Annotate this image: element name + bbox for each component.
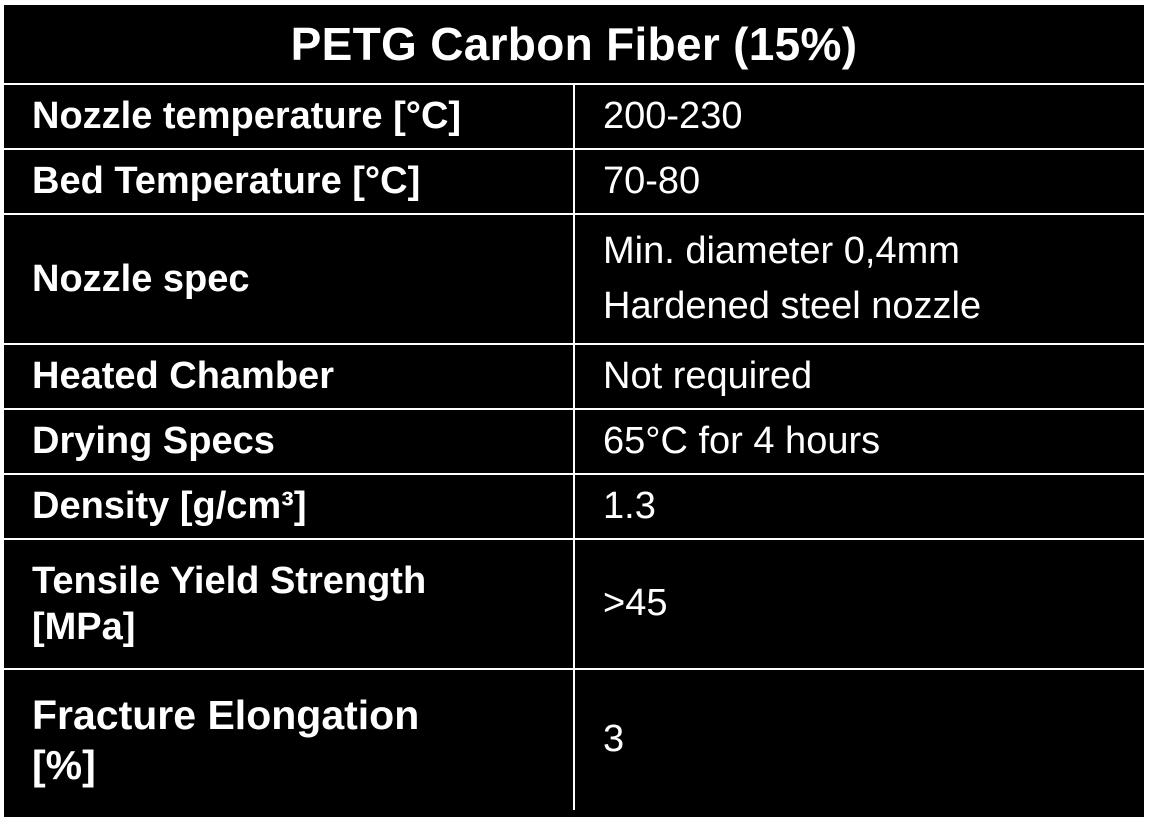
- row-label: Drying Specs: [4, 408, 575, 475]
- table-row: Heated Chamber Not required: [4, 343, 1144, 410]
- row-value: 70-80: [573, 148, 1144, 215]
- row-label: Heated Chamber: [4, 343, 575, 410]
- table-row: Drying Specs 65°C for 4 hours: [4, 408, 1144, 475]
- spec-table: PETG Carbon Fiber (15%) Nozzle temperatu…: [4, 5, 1144, 810]
- row-value: 65°C for 4 hours: [573, 408, 1144, 475]
- row-value: Min. diameter 0,4mm Hardened steel nozzl…: [573, 213, 1144, 345]
- table-header-row: PETG Carbon Fiber (15%): [4, 5, 1144, 85]
- row-value: 1.3: [573, 473, 1144, 540]
- spec-sheet: PETG Carbon Fiber (15%) Nozzle temperatu…: [4, 5, 1144, 817]
- row-label: Nozzle spec: [4, 213, 575, 345]
- row-label: Tensile Yield Strength [MPa]: [4, 538, 575, 670]
- table-row: Nozzle spec Min. diameter 0,4mm Hardened…: [4, 213, 1144, 345]
- table-row: Fracture Elongation [%] 3: [4, 668, 1144, 810]
- table-row: Bed Temperature [°C] 70-80: [4, 148, 1144, 215]
- row-label: Nozzle temperature [°C]: [4, 83, 575, 150]
- row-label: Bed Temperature [°C]: [4, 148, 575, 215]
- row-value: >45: [573, 538, 1144, 670]
- row-value: 200-230: [573, 83, 1144, 150]
- table-row: Density [g/cm³] 1.3: [4, 473, 1144, 540]
- table-title: PETG Carbon Fiber (15%): [4, 5, 1144, 85]
- row-label: Fracture Elongation [%]: [4, 668, 575, 810]
- row-value: Not required: [573, 343, 1144, 410]
- table-row: Nozzle temperature [°C] 200-230: [4, 83, 1144, 150]
- row-value: 3: [573, 668, 1144, 810]
- row-label: Density [g/cm³]: [4, 473, 575, 540]
- table-row: Tensile Yield Strength [MPa] >45: [4, 538, 1144, 670]
